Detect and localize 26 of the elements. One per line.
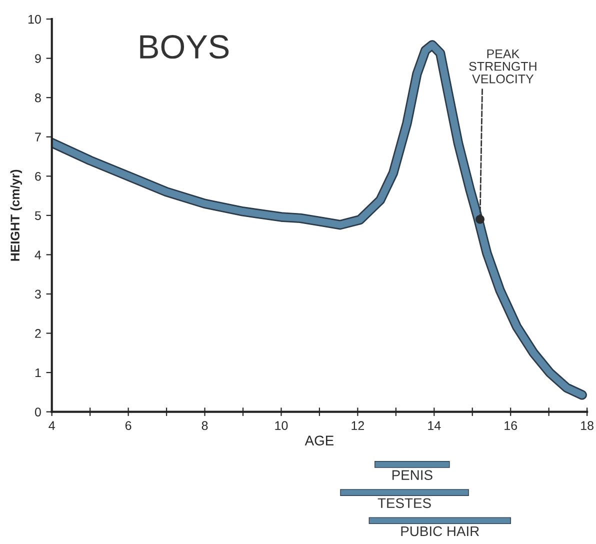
x-tick-label: 4 bbox=[48, 421, 55, 430]
x-tick-label: 10 bbox=[275, 421, 288, 430]
y-axis-title: HEIGHT (cm/yr) bbox=[10, 170, 22, 261]
x-tick-label: 14 bbox=[428, 421, 441, 430]
category-label: TESTES bbox=[378, 498, 431, 508]
y-tick-label: 6 bbox=[35, 172, 41, 181]
y-tick-label: 8 bbox=[35, 93, 41, 102]
y-tick-label: 10 bbox=[28, 14, 41, 24]
category-label: PENIS bbox=[392, 470, 432, 480]
x-tick-label: 6 bbox=[125, 421, 132, 430]
y-tick-label: 5 bbox=[34, 211, 41, 220]
y-tick-label: 2 bbox=[35, 329, 41, 338]
x-axis-title: AGE bbox=[304, 436, 334, 446]
y-tick-label: 0 bbox=[34, 408, 41, 416]
annotation: PEAK STRENGTH VELOCITY bbox=[469, 50, 536, 84]
x-tick-label: 12 bbox=[352, 421, 364, 430]
x-tick-label: 18 bbox=[581, 421, 594, 430]
y-tick-label: 1 bbox=[35, 368, 41, 378]
y-tick-label: 3 bbox=[34, 290, 41, 299]
y-tick-label: 9 bbox=[35, 54, 41, 63]
y-tick-label: 7 bbox=[35, 132, 41, 142]
category-label: PUBIC HAIR bbox=[401, 526, 479, 536]
x-tick-label: 16 bbox=[504, 421, 518, 430]
chart-title: BOYS bbox=[140, 35, 229, 59]
x-tick-label: 8 bbox=[202, 421, 208, 430]
y-tick-label: 4 bbox=[34, 250, 42, 260]
